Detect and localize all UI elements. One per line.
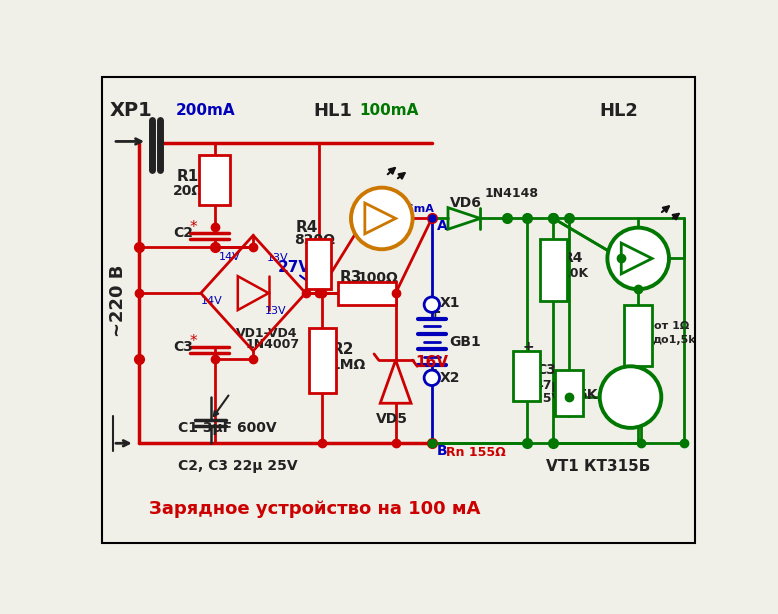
Text: 13V: 13V	[265, 306, 286, 316]
Text: R2: R2	[331, 342, 354, 357]
Text: C3: C3	[536, 363, 555, 377]
Text: VD6: VD6	[450, 196, 482, 210]
Text: 14V: 14V	[201, 296, 223, 306]
Bar	[513, 351, 541, 401]
Text: 1N4007: 1N4007	[246, 338, 300, 351]
Text: *: *	[190, 220, 198, 235]
Text: +: +	[428, 305, 440, 320]
Text: VD5: VD5	[377, 411, 408, 426]
Text: 47μF: 47μF	[534, 379, 569, 392]
Text: 25V: 25V	[534, 392, 562, 405]
Text: 820Ω: 820Ω	[294, 233, 335, 247]
Text: XP1: XP1	[110, 101, 152, 120]
Text: 16V: 16V	[415, 355, 448, 370]
Text: HL2: HL2	[600, 102, 639, 120]
Text: R4: R4	[296, 220, 318, 235]
Text: VT1 КТ315Б: VT1 КТ315Б	[546, 459, 650, 474]
Text: Зарядное устройство на 100 мА: Зарядное устройство на 100 мА	[149, 500, 481, 518]
Text: C1 3μF 600V: C1 3μF 600V	[177, 421, 276, 435]
Text: 10K: 10K	[561, 267, 588, 281]
Bar	[555, 370, 583, 416]
Text: 96mA: 96mA	[398, 204, 434, 214]
Text: 1N4148: 1N4148	[484, 187, 538, 200]
Text: C3: C3	[173, 340, 193, 354]
Text: B: B	[436, 444, 447, 458]
Text: 20Ω: 20Ω	[173, 184, 205, 198]
Text: до1,5k: до1,5k	[652, 335, 696, 345]
Text: 27V: 27V	[278, 260, 311, 275]
Text: R1: R1	[176, 169, 198, 184]
Text: 1MΩ: 1MΩ	[330, 358, 366, 371]
Bar	[540, 239, 567, 301]
Bar	[309, 328, 336, 393]
Text: 5K: 5K	[578, 388, 598, 402]
Text: HL1: HL1	[314, 102, 352, 120]
Text: R3: R3	[339, 270, 362, 286]
Bar	[624, 305, 652, 367]
Bar	[307, 239, 331, 289]
Circle shape	[424, 297, 440, 313]
Text: ~220 В: ~220 В	[109, 265, 127, 337]
Text: Rn 155Ω: Rn 155Ω	[446, 446, 506, 459]
Text: X2: X2	[440, 371, 460, 385]
Text: GB1: GB1	[449, 335, 481, 349]
Bar	[199, 155, 230, 204]
Text: 14V: 14V	[219, 252, 240, 262]
Text: 100mA: 100mA	[359, 103, 419, 118]
Text: R4: R4	[562, 252, 584, 265]
Text: 13V: 13V	[267, 254, 289, 263]
Circle shape	[424, 370, 440, 386]
Circle shape	[351, 188, 412, 249]
Text: X1: X1	[440, 296, 460, 310]
Bar	[338, 282, 396, 305]
Text: ─: ─	[428, 363, 436, 376]
Text: A: A	[436, 219, 447, 233]
Text: 200mA: 200mA	[176, 103, 236, 118]
Circle shape	[608, 228, 669, 289]
Text: +: +	[523, 340, 534, 354]
Text: *: *	[190, 334, 198, 349]
Text: C2: C2	[173, 226, 193, 240]
Circle shape	[600, 367, 661, 428]
Text: C2, C3 22μ 25V: C2, C3 22μ 25V	[177, 459, 297, 473]
Text: VD1-VD4: VD1-VD4	[237, 327, 298, 340]
Text: от 1Ω: от 1Ω	[654, 321, 689, 331]
Text: 100Ω: 100Ω	[358, 271, 398, 285]
